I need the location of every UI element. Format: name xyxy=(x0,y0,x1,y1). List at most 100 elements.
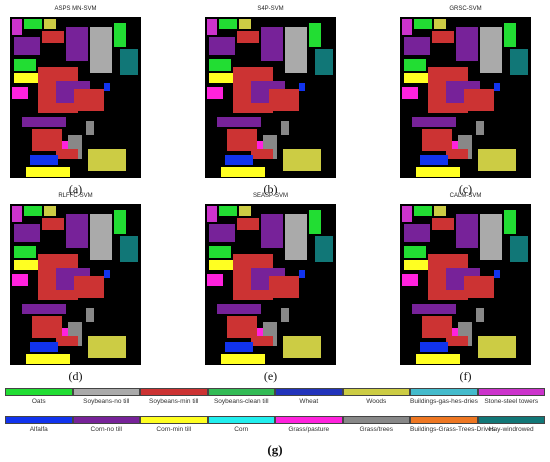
map-region xyxy=(315,49,333,75)
map-region xyxy=(22,304,66,314)
map-region xyxy=(217,117,261,127)
legend-entry: Soybeans-no till xyxy=(72,388,140,410)
legend-label: Grass/pasture xyxy=(288,426,330,433)
map-region xyxy=(66,214,88,248)
legend-swatch xyxy=(477,388,545,396)
map-region xyxy=(420,342,448,352)
map-region xyxy=(269,89,299,111)
map-region xyxy=(315,236,333,262)
map-region xyxy=(209,73,233,83)
map-region xyxy=(74,276,104,298)
map-region xyxy=(14,59,36,71)
map-region xyxy=(402,19,412,35)
map-region xyxy=(12,206,22,222)
panel-title: GRSC-SVM xyxy=(449,6,482,12)
map-region xyxy=(446,149,468,159)
map-region xyxy=(24,206,42,216)
legend-label: Corn-no till xyxy=(90,426,122,433)
map-region xyxy=(239,206,251,216)
map-region xyxy=(464,89,494,111)
map-region xyxy=(422,316,452,338)
classification-map xyxy=(400,204,531,365)
map-region xyxy=(26,354,70,364)
map-region xyxy=(56,336,78,346)
map-region xyxy=(261,214,283,248)
map-region xyxy=(404,37,430,55)
map-region xyxy=(207,87,223,99)
map-region xyxy=(309,210,321,234)
map-region xyxy=(74,89,104,111)
map-region xyxy=(404,73,428,83)
map-region xyxy=(22,117,66,127)
map-region xyxy=(416,354,460,364)
legend-swatch xyxy=(342,388,410,396)
map-region xyxy=(283,336,321,358)
map-region xyxy=(261,27,283,61)
map-region xyxy=(227,316,257,338)
map-region xyxy=(209,59,231,71)
legend-label: Alfalfa xyxy=(29,426,48,433)
legend-entry: Buildings-Grass-Trees-Drives xyxy=(410,416,495,438)
legend-entry: Corn-min till xyxy=(140,416,208,438)
map-region xyxy=(251,336,273,346)
map-region xyxy=(494,83,500,91)
legend-entry: Corn-no till xyxy=(72,416,140,438)
legend-row-1: Oats Soybeans-no till Soybeans-min till Soy… xyxy=(5,388,545,410)
map-region xyxy=(257,141,263,149)
map-region xyxy=(404,59,426,71)
legend-entry: Corn xyxy=(207,416,275,438)
legend-entry: Oats xyxy=(5,388,73,410)
legend-label: Woods xyxy=(366,398,387,405)
map-region xyxy=(446,336,468,346)
map-region xyxy=(480,27,502,73)
legend-label: Corn-min till xyxy=(156,426,192,433)
map-region xyxy=(239,19,251,29)
map-region xyxy=(476,121,484,135)
panel-label: (a) xyxy=(68,182,83,196)
map-region xyxy=(207,19,217,35)
map-region xyxy=(404,224,430,242)
map-region xyxy=(14,73,38,83)
map-region xyxy=(432,218,454,230)
legend-label: Soybeans-no till xyxy=(83,398,130,405)
map-region xyxy=(225,155,253,165)
legend-label: Grass/trees xyxy=(359,426,394,433)
map-region xyxy=(32,129,62,151)
map-panel-b: S4P-SVM (b) xyxy=(205,6,336,196)
map-region xyxy=(62,328,68,336)
legend-label: Buildings-Grass-Trees-Drives xyxy=(410,426,495,433)
map-region xyxy=(281,308,289,322)
map-region xyxy=(90,27,112,73)
panel-label: (f) xyxy=(459,369,472,383)
map-region xyxy=(402,87,418,99)
panel-label: (b) xyxy=(263,182,278,196)
map-region xyxy=(456,214,478,248)
panel-title: S4P-SVM xyxy=(257,6,284,12)
figure-label: (g) xyxy=(267,442,283,457)
map-panel-f: CALM-SVM (f) xyxy=(400,193,531,383)
map-region xyxy=(404,260,428,270)
map-region xyxy=(402,206,412,222)
map-region xyxy=(14,246,36,258)
map-region xyxy=(412,117,456,127)
map-region xyxy=(42,31,64,43)
map-region xyxy=(30,155,58,165)
map-region xyxy=(32,316,62,338)
map-region xyxy=(104,83,110,91)
legend-entry: Buildings-gas-hes-dries xyxy=(410,388,478,410)
legend-entry: Woods xyxy=(342,388,410,410)
map-region xyxy=(219,19,237,29)
legend-row-2: Alfalfa Corn-no till Corn-min till Corn Gras… xyxy=(5,416,545,438)
map-region xyxy=(227,129,257,151)
map-region xyxy=(504,210,516,234)
map-region xyxy=(432,31,454,43)
legend-swatch xyxy=(275,416,343,424)
map-region xyxy=(219,206,237,216)
map-region xyxy=(62,141,68,149)
map-region xyxy=(283,149,321,171)
map-region xyxy=(120,236,138,262)
map-region xyxy=(414,206,432,216)
map-region xyxy=(209,37,235,55)
map-region xyxy=(416,167,460,177)
map-region xyxy=(452,328,458,336)
